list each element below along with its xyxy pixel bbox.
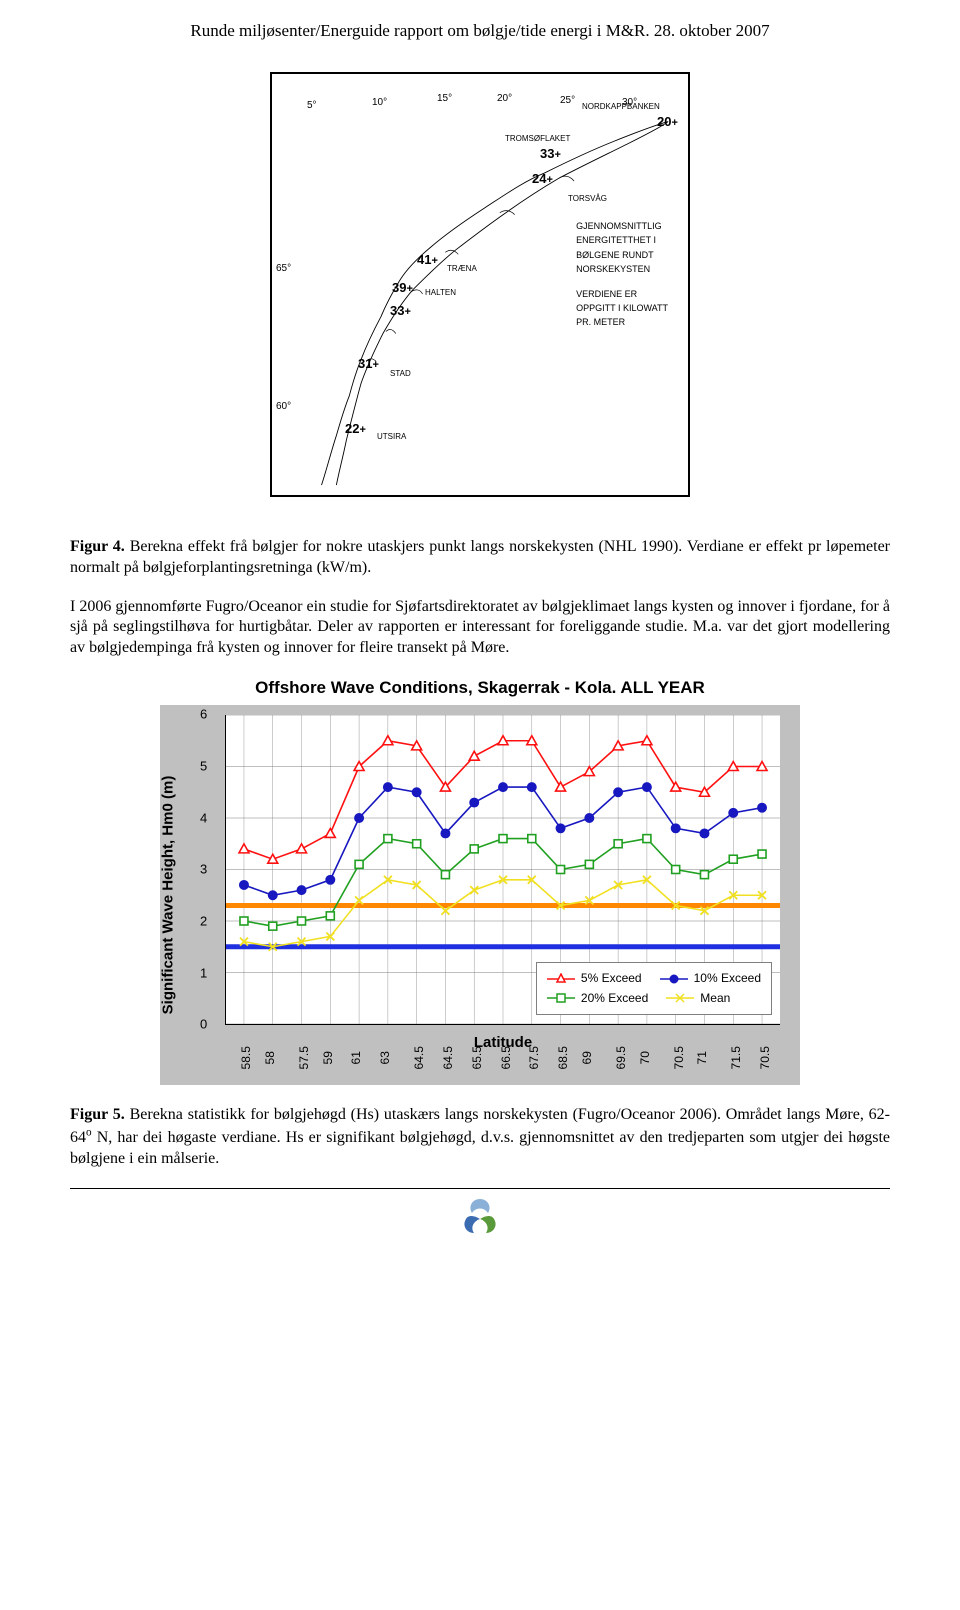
footer-divider — [70, 1188, 890, 1189]
legend-item: 5% Exceed — [547, 971, 642, 987]
map-site: TRÆNA — [447, 264, 477, 274]
x-tick: 69 — [580, 1051, 596, 1064]
y-tick: 4 — [200, 810, 207, 827]
page-header: Runde miljøsenter/Energuide rapport om b… — [70, 20, 890, 42]
legend-item: Mean — [666, 991, 730, 1007]
map-point: 24+ — [532, 171, 553, 188]
map-point: 33+ — [390, 303, 411, 320]
map-site: HALTEN — [425, 288, 456, 298]
x-tick: 71 — [695, 1051, 711, 1064]
figure-5-caption: Figur 5. Berekna statistikk for bølgjehø… — [70, 1105, 890, 1170]
x-tick: 65.5 — [470, 1046, 486, 1069]
x-tick: 61 — [349, 1051, 365, 1064]
x-tick: 70.5 — [671, 1046, 687, 1069]
legend-item: 10% Exceed — [660, 971, 761, 987]
chart-area: Significant Wave Height, Hm0 (m) Latitud… — [160, 705, 800, 1085]
x-tick: 58.5 — [239, 1046, 255, 1069]
map-site: STAD — [390, 369, 411, 379]
map-site: TORSVÅG — [568, 194, 607, 204]
map-site: TROMSØFLAKET — [505, 134, 570, 144]
lon-tick: 25° — [560, 94, 575, 107]
x-tick: 64.5 — [412, 1046, 428, 1069]
x-tick: 57.5 — [297, 1046, 313, 1069]
y-tick: 0 — [200, 1017, 207, 1034]
x-tick: 68.5 — [556, 1046, 572, 1069]
y-tick: 5 — [200, 758, 207, 775]
map-site: NORDKAPPBANKEN — [582, 102, 660, 112]
y-tick: 1 — [200, 965, 207, 982]
y-tick: 6 — [200, 707, 207, 724]
map-point: 31+ — [358, 356, 379, 373]
x-tick: 71.5 — [729, 1046, 745, 1069]
x-tick: 70.5 — [758, 1046, 774, 1069]
footer-logo — [70, 1197, 890, 1244]
map-point: 41+ — [417, 252, 438, 269]
x-tick: 69.5 — [614, 1046, 630, 1069]
y-tick: 2 — [200, 913, 207, 930]
lon-tick: 15° — [437, 92, 452, 105]
figure-5-chart: Offshore Wave Conditions, Skagerrak - Ko… — [160, 677, 800, 1085]
x-tick: 58 — [263, 1051, 279, 1064]
map-point: 20+ — [657, 114, 678, 131]
x-tick: 70 — [638, 1051, 654, 1064]
lon-tick: 10° — [372, 96, 387, 109]
map-point: 39+ — [392, 280, 413, 297]
lat-tick: 65° — [276, 262, 291, 275]
figure-4-map: 5° 10° 15° 20° 25° 30° 65° 60° 20+ NORDK… — [270, 72, 690, 497]
y-tick: 3 — [200, 862, 207, 879]
logo-icon — [458, 1197, 502, 1237]
lon-tick: 20° — [497, 92, 512, 105]
body-paragraph: I 2006 gjennomførte Fugro/Oceanor ein st… — [70, 597, 890, 659]
lon-tick: 5° — [307, 99, 317, 112]
x-tick: 63 — [378, 1051, 394, 1064]
x-tick: 67.5 — [527, 1046, 543, 1069]
chart-title: Offshore Wave Conditions, Skagerrak - Ko… — [160, 677, 800, 699]
map-point: 33+ — [540, 146, 561, 163]
figure-4-caption: Figur 4. Berekna effekt frå bølgjer for … — [70, 537, 890, 579]
lat-tick: 60° — [276, 400, 291, 413]
chart-legend: 5% Exceed 10% Exceed 20% Exceed Mean — [536, 962, 772, 1015]
map-legend-text: GJENNOMSNITTLIG ENERGITETTHET I BØLGENE … — [576, 219, 668, 330]
y-axis-label: Significant Wave Height, Hm0 (m) — [158, 776, 178, 1015]
x-tick: 59 — [320, 1051, 336, 1064]
map-site: UTSIRA — [377, 432, 406, 442]
x-tick: 64.5 — [441, 1046, 457, 1069]
x-tick: 66.5 — [498, 1046, 514, 1069]
map-point: 22+ — [345, 421, 366, 438]
legend-item: 20% Exceed — [547, 991, 648, 1007]
